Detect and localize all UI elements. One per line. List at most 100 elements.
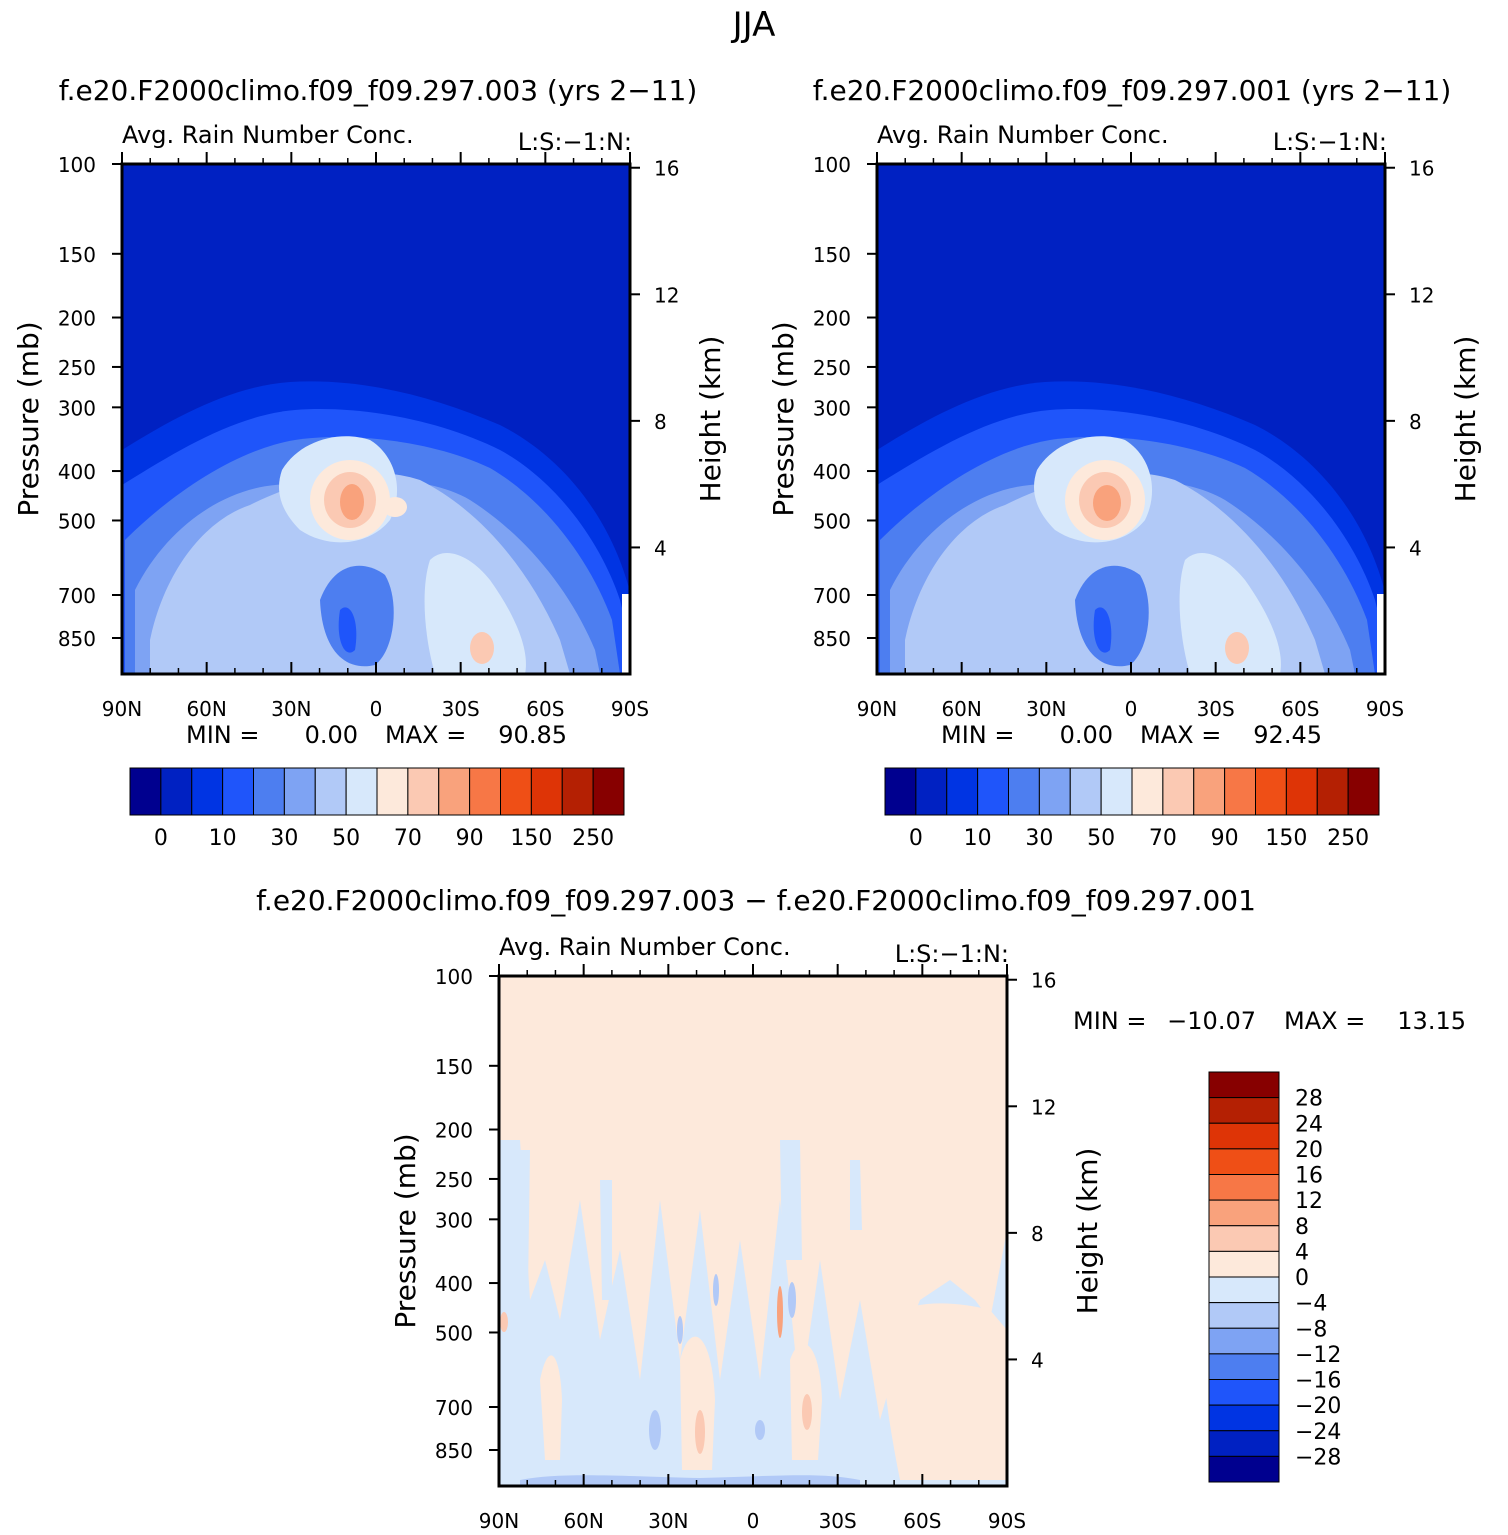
y-tick-label: 100 [435,965,473,989]
panel-tag: L:S:−1:N: [895,940,1009,968]
colorbar-box [1208,1302,1280,1329]
colorbar: 0 10 30 50 70 90 150 250 [884,767,1380,851]
positive-core-edge [500,1312,508,1332]
y-tick-label: 150 [813,243,851,267]
colorbar-box [160,767,193,816]
colorbar-box [1208,1404,1280,1432]
colorbar-box [1208,1430,1280,1457]
panel-title: Avg. Rain Number Conc. [877,121,1169,149]
colorbar-label: −20 [1295,1394,1341,1419]
y-tick-label: 150 [435,1055,473,1079]
min-value: −10.07 [1167,1007,1256,1035]
colorbar-box [500,767,532,816]
x-tick-label: 90S [1366,697,1404,721]
contour-south-high [470,632,494,664]
colorbar-label: 150 [510,826,552,851]
colorbar-box [592,767,625,816]
positive-band-1 [540,1355,562,1460]
x-tick-label: 60N [941,697,981,721]
max-value: 90.85 [498,721,567,749]
colorbar-box [1208,1225,1280,1252]
y-tick-label: 850 [58,627,96,651]
panel-title: Avg. Rain Number Conc. [499,933,791,961]
colorbar: 0 10 30 50 70 90 150 250 [129,767,625,851]
x-tick-label: 90N [479,1509,519,1533]
colorbar-box [1208,1327,1280,1355]
colorbar-label: −16 [1295,1369,1341,1394]
colorbar-label: 50 [1087,826,1115,851]
contour-level-90 [1093,485,1121,521]
x-tick-label: 30N [271,697,311,721]
colorbar-box [222,767,254,816]
negative-core-5 [755,1420,765,1440]
colorbar-label: −28 [1295,1445,1341,1470]
colorbar-label: 150 [1265,826,1307,851]
colorbar-box [1208,1455,1280,1483]
right-tick-label: 16 [1031,969,1056,993]
colorbar-label: −4 [1295,1292,1327,1317]
right-tick-label: 8 [654,410,667,434]
negative-core-3 [713,1274,719,1306]
colorbar-box [1069,767,1102,816]
x-tick-label: 60S [903,1509,941,1533]
min-max-readout: MIN = 0.00 MAX = 92.45 [941,721,1322,749]
colorbar-box [1224,767,1256,816]
figure-title: JJA [731,5,776,45]
colorbar-label: 16 [1295,1164,1323,1189]
y-tick-label: 400 [813,460,851,484]
contour-level-60-east [424,552,526,674]
y-tick-label: 700 [813,584,851,608]
max-value: 92.45 [1253,721,1322,749]
y-tick-label: 300 [813,396,851,420]
x-tick-label: 90N [857,697,897,721]
x-tick-label: 30N [1026,697,1066,721]
right-tick-label: 8 [1031,1222,1044,1246]
colorbar-box [1162,767,1195,816]
contour-south-high [1225,632,1249,664]
min-label: MIN = [186,721,259,749]
max-label: MAX = [1140,721,1221,749]
colorbar-label: 10 [209,826,237,851]
colorbar-box [345,767,378,816]
y-tick-label: 150 [58,243,96,267]
colorbar-box [915,767,948,816]
colorbar-label: 30 [1025,826,1053,851]
colorbar-box [376,767,409,816]
right-tick-label: 4 [1409,536,1422,560]
panel-difference: f.e20.F2000climo.f09_f09.297.003 − f.e20… [256,884,1466,1533]
y-tick-label: 700 [435,1396,473,1420]
colorbar-box [1255,767,1287,816]
positive-band-south [880,1303,1007,1480]
colorbar-box [469,767,501,816]
corner-notch [622,594,630,674]
right-tick-label: 8 [1409,410,1422,434]
positive-band-2 [680,1336,715,1470]
y-tick-label: 850 [813,627,851,651]
y-tick-label: 200 [58,307,96,331]
positive-core-1 [695,1410,705,1454]
x-tick-label: 90N [102,697,142,721]
colorbar-box [946,767,979,816]
y-tick-label: 100 [813,153,851,177]
right-axis-title: Height (km) [694,336,727,503]
colorbar-box [1131,767,1164,816]
y-tick-label: 400 [435,1272,473,1296]
colorbar-box [561,767,594,816]
colorbar-box [884,767,917,816]
case-title: f.e20.F2000climo.f09_f09.297.001 (yrs 2−… [813,74,1452,107]
colorbar-box [1208,1071,1280,1099]
negative-region-main [499,1140,1007,1486]
colorbar-box [1208,1250,1280,1278]
right-tick-label: 4 [1031,1348,1044,1372]
panel-tag: L:S:−1:N: [518,128,632,156]
right-axis-title: Height (km) [1449,336,1482,503]
colorbar-label: 12 [1295,1189,1323,1214]
contour-low-core-2 [338,607,357,653]
case-title: f.e20.F2000climo.f09_f09.297.003 − f.e20… [256,884,1256,917]
colorbar-label: 250 [1327,826,1369,851]
colorbar-label: 50 [332,826,360,851]
x-tick-label: 60N [563,1509,603,1533]
colorbar-box [438,767,471,816]
x-tick-label: 90S [988,1509,1026,1533]
y-tick-label: 400 [58,460,96,484]
